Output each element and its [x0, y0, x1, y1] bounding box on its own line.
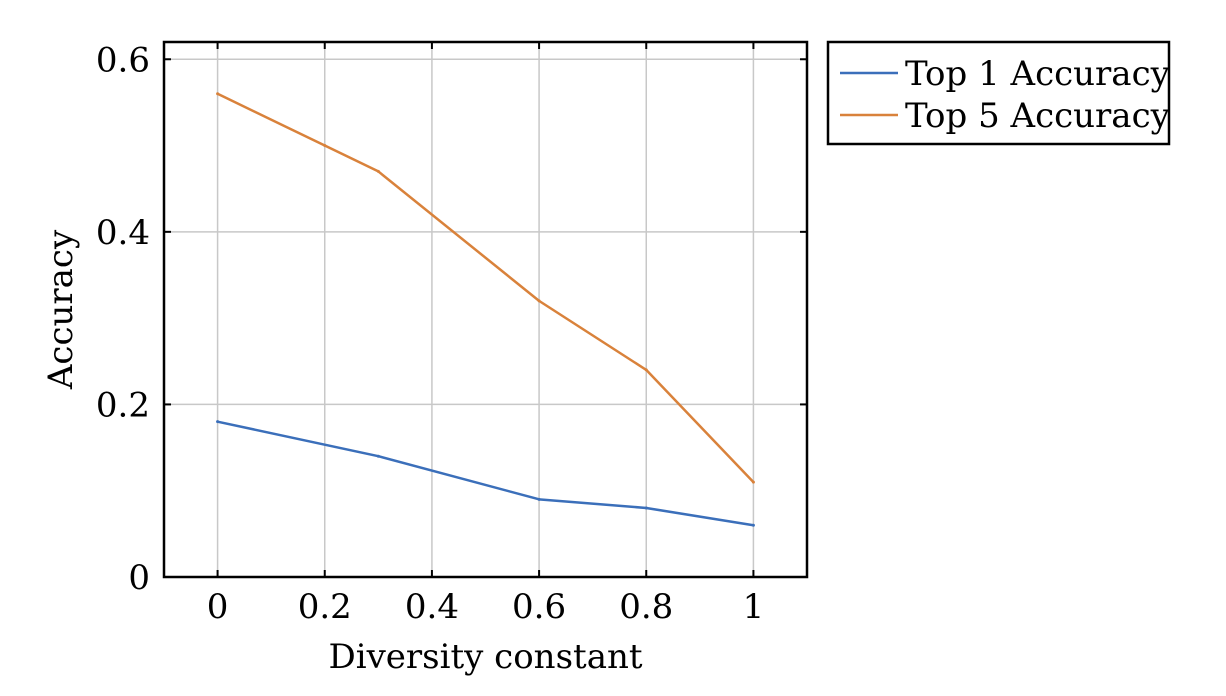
data-point	[751, 523, 755, 527]
series-line-top-1	[217, 420, 754, 527]
data-point	[376, 169, 380, 173]
series-lines	[216, 92, 755, 527]
legend-label-top-1: Top 1 Accuracy	[905, 54, 1171, 94]
data-point	[216, 420, 220, 424]
series-line-top-5	[217, 92, 755, 483]
x-tick-label: 0.6	[512, 587, 566, 627]
data-point	[644, 506, 648, 510]
data-point	[216, 92, 220, 96]
x-tick-label: 0.8	[619, 587, 673, 627]
x-axis-ticks: 0 0.2 0.4 0.6 0.8 1	[207, 42, 764, 627]
legend-label-top-5: Top 5 Accuracy	[905, 96, 1171, 136]
y-axis-ticks: 0 0.2 0.4 0.6	[96, 40, 807, 598]
x-tick-label: 0	[207, 587, 229, 627]
data-point	[323, 144, 327, 148]
y-tick-label: 0.4	[96, 213, 150, 253]
plot-frame	[162, 40, 809, 579]
data-point	[644, 368, 648, 372]
y-tick-label: 0.2	[96, 385, 150, 425]
data-point	[751, 480, 755, 484]
grid-lines	[164, 42, 807, 578]
data-point	[376, 454, 380, 458]
x-axis-label: Diversity constant	[328, 637, 642, 677]
y-tick-label: 0	[128, 558, 150, 598]
y-axis-label: Accuracy	[41, 229, 81, 390]
legend-box	[826, 40, 1171, 146]
x-tick-label: 0.4	[405, 587, 459, 627]
x-tick-label: 1	[743, 587, 765, 627]
x-tick-label: 0.2	[298, 587, 352, 627]
legend: Top 1 Accuracy Top 5 Accuracy	[826, 40, 1171, 146]
y-tick-label: 0.6	[96, 40, 150, 80]
data-point	[537, 299, 541, 303]
data-point	[537, 497, 541, 501]
